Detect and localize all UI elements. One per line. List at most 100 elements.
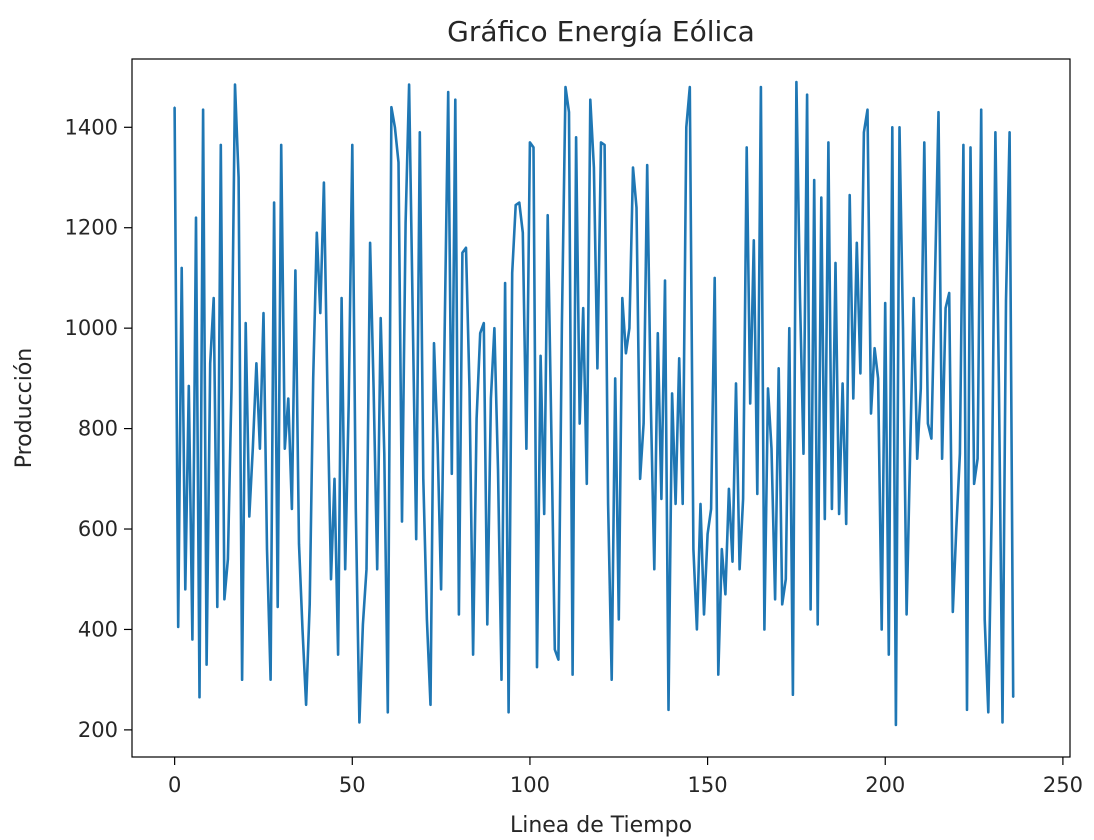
x-tick-label: 150 (688, 773, 728, 797)
data-point (532, 146, 535, 149)
plot-frame (131, 58, 1071, 758)
data-point (376, 568, 379, 570)
data-point (781, 603, 783, 606)
data-point (479, 332, 482, 335)
data-point (291, 508, 293, 510)
data-point (550, 427, 553, 430)
data-point (397, 161, 400, 164)
data-point (646, 164, 648, 166)
data-point (507, 711, 510, 714)
y-tick-label: 800 (78, 417, 118, 441)
data-point (621, 297, 624, 299)
data-point (749, 402, 751, 405)
data-point (753, 239, 755, 242)
data-point (671, 392, 673, 395)
data-point (959, 452, 961, 455)
data-point (625, 352, 627, 355)
data-point (589, 98, 592, 101)
data-point (728, 488, 730, 490)
data-point (312, 377, 315, 380)
data-point (337, 653, 339, 656)
data-point (593, 166, 595, 169)
data-point (795, 81, 798, 83)
data-point (888, 653, 890, 656)
data-point (1012, 696, 1014, 698)
data-point (834, 262, 837, 264)
data-point (383, 452, 386, 455)
data-point (966, 709, 968, 711)
data-point (276, 606, 279, 608)
y-tick-label: 1000 (65, 316, 118, 340)
data-point (618, 618, 620, 621)
data-point (404, 221, 407, 224)
data-point (848, 194, 851, 196)
data-point (767, 387, 769, 390)
data-point (792, 693, 794, 696)
data-point (379, 317, 382, 319)
data-point (330, 578, 332, 580)
data-point (916, 457, 918, 460)
data-point (937, 111, 940, 113)
data-point (777, 367, 780, 370)
data-point (500, 678, 503, 681)
data-point (536, 666, 538, 668)
data-point (905, 613, 908, 616)
data-point (568, 111, 570, 113)
data-point (340, 297, 343, 299)
data-point (632, 166, 634, 169)
data-point (280, 144, 283, 146)
data-point (188, 385, 190, 387)
data-point (411, 312, 414, 314)
data-point (699, 503, 702, 505)
data-point (991, 503, 993, 505)
data-point (191, 638, 194, 641)
data-point (355, 508, 357, 510)
data-point (582, 307, 584, 309)
data-point (678, 357, 680, 360)
data-point (180, 267, 183, 269)
data-point (657, 332, 659, 335)
data-point (294, 269, 297, 272)
data-point (514, 204, 517, 206)
data-point (323, 181, 325, 184)
data-point (465, 247, 467, 249)
data-point (713, 277, 716, 279)
data-point (252, 447, 254, 450)
data-point (333, 478, 336, 480)
data-point (543, 513, 545, 515)
data-point (976, 457, 979, 460)
data-point (603, 144, 606, 146)
data-point (305, 704, 307, 706)
data-point (681, 503, 684, 505)
data-point (760, 86, 762, 88)
data-point (415, 538, 418, 540)
data-point (216, 606, 219, 608)
data-point (742, 498, 744, 500)
data-point (902, 327, 904, 330)
x-axis-title: Linea de Tiempo (510, 813, 692, 838)
data-point (451, 473, 453, 475)
y-tick-label: 400 (78, 617, 118, 641)
data-point (575, 136, 577, 139)
data-point (578, 422, 581, 425)
data-point (554, 648, 556, 651)
data-point (468, 387, 471, 390)
data-point (863, 131, 865, 134)
data-point (649, 397, 652, 400)
data-point (493, 327, 496, 330)
data-point (234, 83, 236, 86)
data-point (827, 141, 830, 144)
data-point (980, 108, 982, 111)
data-point (316, 231, 318, 234)
data-point (824, 518, 826, 520)
data-point (738, 568, 741, 570)
data-point (227, 558, 229, 560)
data-point (660, 498, 663, 500)
data-point (230, 387, 233, 390)
data-point (756, 493, 759, 495)
data-point (497, 468, 499, 470)
y-tick-label: 200 (78, 718, 118, 742)
data-point (461, 252, 464, 254)
data-point (731, 560, 734, 563)
